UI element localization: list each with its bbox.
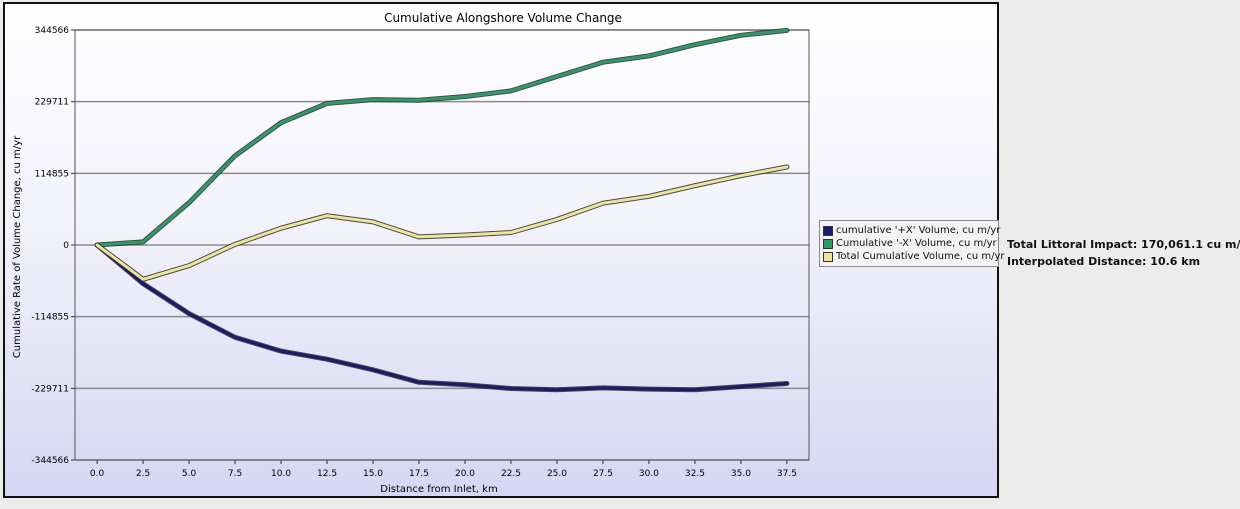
x-tick-label: 2.5 xyxy=(136,469,150,479)
side-info-panel: Total Littoral Impact: 170,061.1 cu m/ye… xyxy=(1007,236,1240,270)
y-tick-label: -114855 xyxy=(31,313,69,323)
x-tick-label: 12.5 xyxy=(317,469,337,479)
series-line-total xyxy=(95,165,789,281)
x-tick-label: 35.0 xyxy=(731,469,751,479)
legend-item-minus-x: Cumulative '-X' Volume, cu m/yr xyxy=(823,237,997,250)
x-axis-title: Distance from Inlet, km xyxy=(380,484,497,495)
legend-label-plus-x: cumulative '+X' Volume, cu m/yr xyxy=(836,225,1001,236)
series-line-plus-x xyxy=(95,243,789,392)
plot-frame xyxy=(74,29,810,461)
x-tick-label: 17.5 xyxy=(409,469,429,479)
legend-swatch-minus-x xyxy=(823,238,833,249)
x-tick-label: 27.5 xyxy=(593,469,613,479)
x-tick-label: 25.0 xyxy=(547,469,567,479)
legend-item-plus-x: cumulative '+X' Volume, cu m/yr xyxy=(823,224,1000,237)
x-tick-label: 37.5 xyxy=(777,469,797,479)
x-tick-label: 5.0 xyxy=(182,469,197,479)
series-line-minus-x xyxy=(95,28,789,247)
legend-label-minus-x: Cumulative '-X' Volume, cu m/yr xyxy=(836,238,997,249)
y-tick-label: 0 xyxy=(63,241,69,251)
chart-title: Cumulative Alongshore Volume Change xyxy=(384,11,622,25)
legend-label-total: Total Cumulative Volume, cu m/yr xyxy=(836,251,1005,262)
y-tick-label: 229711 xyxy=(35,98,69,108)
series-outline-minus-x xyxy=(94,27,790,248)
x-tick-label: 10.0 xyxy=(271,469,291,479)
legend-swatch-plus-x xyxy=(823,225,833,236)
x-tick-label: 15.0 xyxy=(363,469,383,479)
x-tick-label: 32.5 xyxy=(685,469,705,479)
y-axis-title: Cumulative Rate of Volume Change, cu m/y… xyxy=(12,135,23,358)
chart-legend: cumulative '+X' Volume, cu m/yr Cumulati… xyxy=(819,220,1005,267)
interpolated-distance: Interpolated Distance: 10.6 km xyxy=(1007,255,1201,268)
chart-svg: Cumulative Alongshore Volume Change Dist… xyxy=(12,11,810,495)
y-tick-label: -229711 xyxy=(31,384,69,394)
legend-item-total: Total Cumulative Volume, cu m/yr xyxy=(823,250,1005,263)
x-tick-label: 22.5 xyxy=(501,469,521,479)
legend-swatch-total xyxy=(823,251,833,262)
y-tick-label: 114855 xyxy=(35,169,69,179)
y-tick-label: -344566 xyxy=(31,456,69,466)
chart-panel: Cumulative Alongshore Volume Change Dist… xyxy=(3,2,1005,498)
x-tick-label: 0.0 xyxy=(90,469,105,479)
series-outline-total xyxy=(94,164,790,282)
x-tick-label: 7.5 xyxy=(228,469,242,479)
x-tick-label: 30.0 xyxy=(639,469,659,479)
x-tick-label: 20.0 xyxy=(455,469,475,479)
total-littoral-impact: Total Littoral Impact: 170,061.1 cu m/ye… xyxy=(1007,238,1240,251)
y-tick-label: 344566 xyxy=(35,26,70,36)
